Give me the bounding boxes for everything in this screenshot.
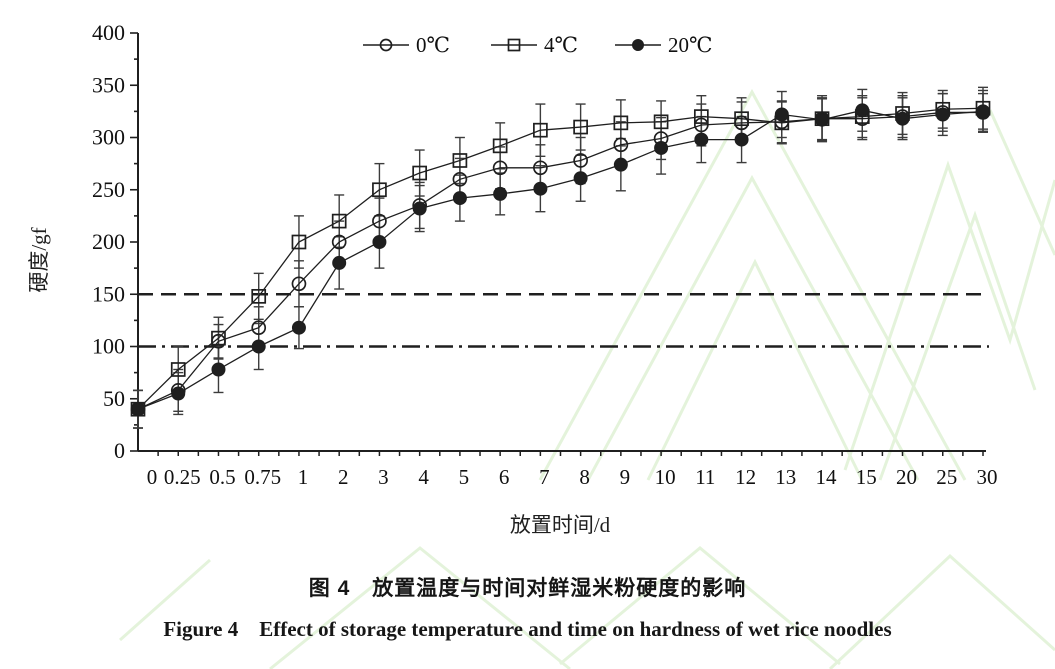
x-tick-label: 0.75: [244, 465, 281, 489]
legend-item-4℃: 4℃: [491, 33, 578, 57]
x-tick-label: 0.5: [209, 465, 235, 489]
x-tick-label: 1: [298, 465, 309, 489]
series-20℃: [131, 103, 990, 417]
y-axis-title: 硬度/gf: [27, 227, 51, 292]
error-bars: [133, 86, 988, 429]
y-tick-label: 400: [92, 20, 125, 45]
x-tick-label: 6: [499, 465, 510, 489]
figure-caption-chinese: 图 4 放置温度与时间对鲜湿米粉硬度的影响: [308, 577, 747, 600]
series-4℃: [130, 100, 991, 417]
x-tick-label: 8: [579, 465, 590, 489]
x-tick-label: 10: [655, 465, 676, 489]
y-axis-ticks: 0 50 100 150 200 250 300 350 400: [92, 20, 138, 463]
y-tick-label: 100: [92, 334, 125, 359]
x-tick-label: 7: [539, 465, 550, 489]
y-tick-label: 0: [114, 438, 125, 463]
legend-label: 0℃: [416, 33, 450, 57]
x-axis-title: 放置时间/d: [510, 513, 611, 537]
x-axis-ticks: 0 0.25 0.5 0.75 1 2 3 4 5 6 7 8 9 10 11 12 13 14 15 20 25 30: [147, 451, 998, 489]
legend-label: 20℃: [668, 33, 713, 57]
x-tick-label: 25: [936, 465, 957, 489]
x-tick-label: 4: [418, 465, 429, 489]
legend-item-0℃: 0℃: [363, 33, 450, 57]
x-tick-label: 9: [620, 465, 631, 489]
x-tick-label: 11: [695, 465, 715, 489]
x-tick-label: 20: [896, 465, 917, 489]
legend-label: 4℃: [544, 33, 578, 57]
x-tick-label: 2: [338, 465, 349, 489]
y-tick-label: 150: [92, 281, 125, 306]
y-tick-label: 200: [92, 229, 125, 254]
figure-caption-english: Figure 4 Effect of storage temperature a…: [163, 617, 892, 641]
x-tick-label: 13: [775, 465, 796, 489]
x-tick-label: 12: [735, 465, 756, 489]
y-tick-label: 50: [103, 386, 125, 411]
y-tick-label: 250: [92, 177, 125, 202]
x-tick-label: 30: [977, 465, 998, 489]
x-tick-label: 0: [147, 465, 158, 489]
x-tick-label: 15: [856, 465, 877, 489]
y-tick-label: 350: [92, 72, 125, 97]
reference-lines: [138, 292, 989, 348]
x-tick-label: 14: [816, 465, 838, 489]
legend-item-20℃: 20℃: [615, 33, 713, 57]
y-tick-label: 300: [92, 125, 125, 150]
x-tick-label: 5: [459, 465, 470, 489]
x-tick-label: 0.25: [164, 465, 201, 489]
x-tick-label: 3: [378, 465, 389, 489]
legend: 0℃ 4℃ 20℃: [363, 33, 713, 57]
